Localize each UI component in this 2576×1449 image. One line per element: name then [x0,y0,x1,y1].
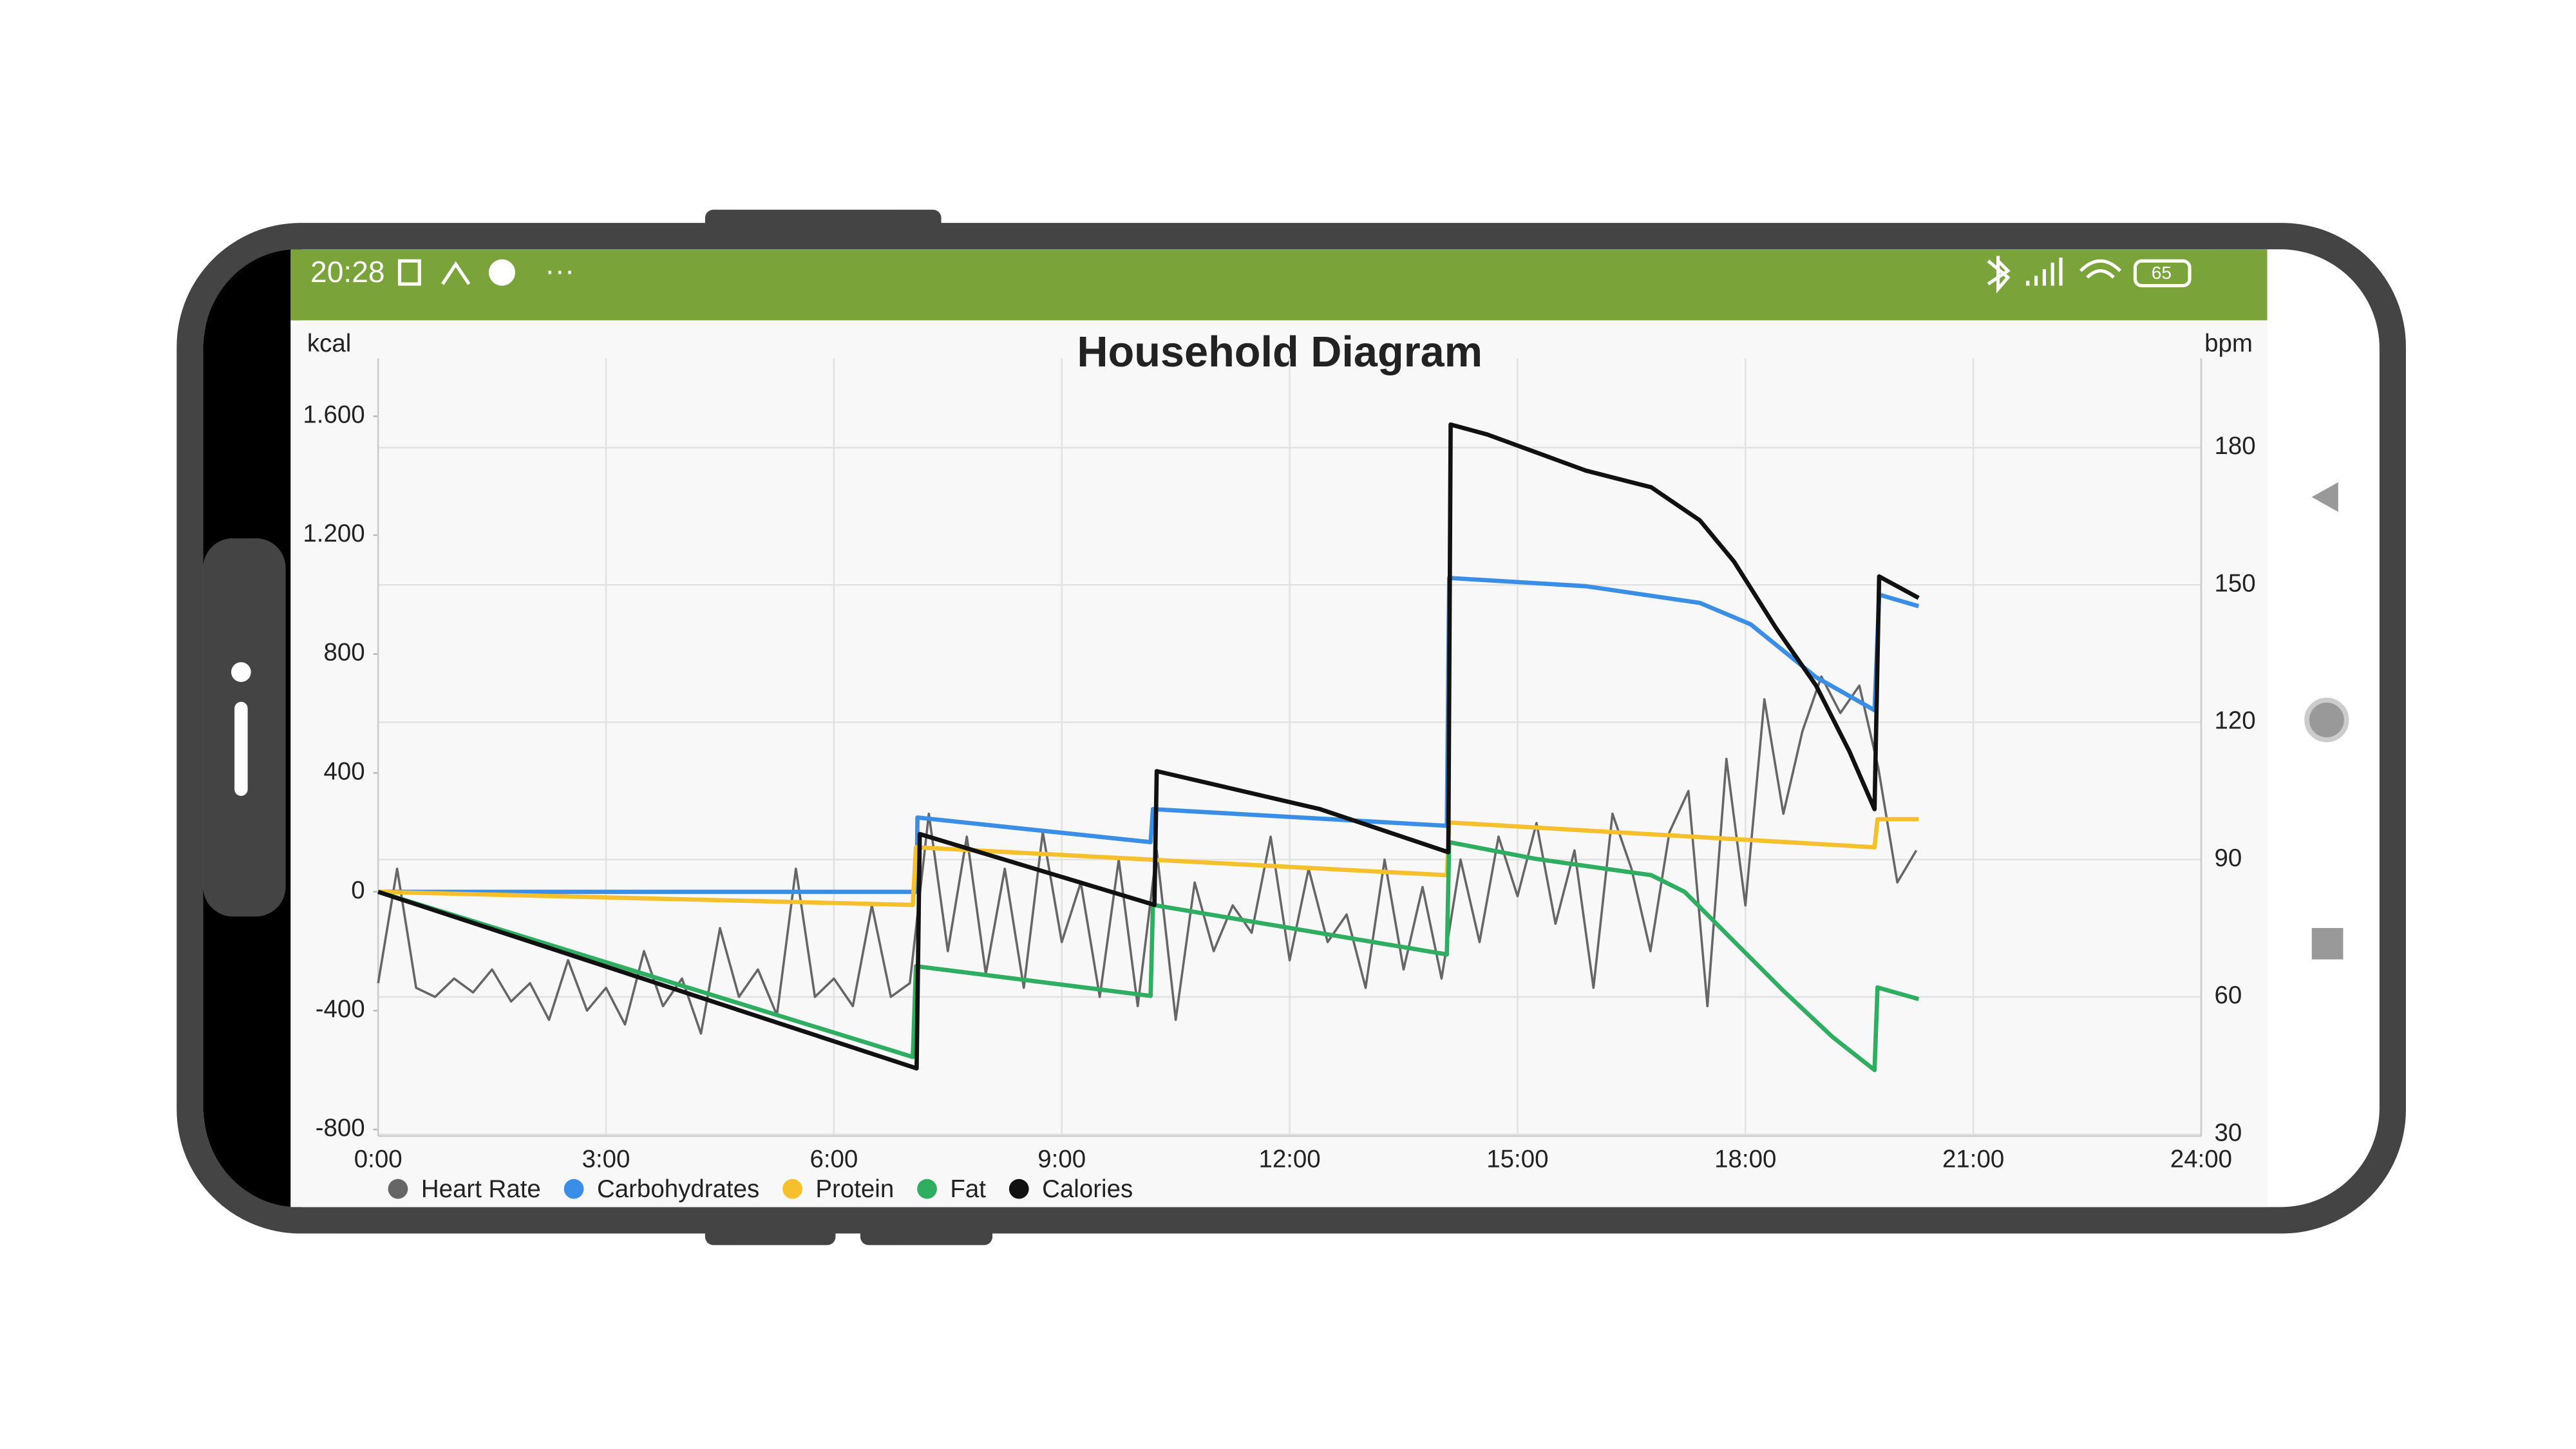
legend-label: Fat [950,1175,986,1203]
x-tick-label: 21:00 [1942,1146,2004,1173]
legend-label: Protein [815,1175,894,1203]
legend-marker [782,1179,802,1199]
y-tick-label: 1.600 [303,401,365,429]
chart-title: Household Diagram [1077,328,1482,376]
y2-tick-label: 150 [2214,569,2255,597]
chart-background [290,320,2268,1208]
legend-label: Carbohydrates [597,1175,759,1203]
x-tick-label: 6:00 [810,1146,858,1173]
x-tick-label: 18:00 [1714,1146,1776,1173]
x-tick-label: 15:00 [1486,1146,1548,1173]
y2-tick-label: 120 [2214,707,2255,735]
y-axis-label: kcal [307,330,351,357]
nav-recents[interactable] [2311,928,2344,960]
y-tick-label: 1.200 [303,520,365,547]
y-tick-label: 0 [351,876,365,904]
legend-label: Heart Rate [421,1175,541,1203]
sensor [234,701,248,796]
y2-tick-label: 30 [2214,1119,2242,1146]
camera [231,662,251,682]
x-tick-label: 3:00 [582,1146,630,1173]
x-tick-label: 24:00 [2170,1146,2232,1173]
series-line [377,422,1920,1071]
legend-marker [917,1179,937,1199]
x-tick-label: 9:00 [1037,1146,1086,1173]
series-line [378,576,1920,895]
nav-home[interactable] [2304,697,2349,743]
series-line [377,840,1920,1072]
y2-tick-label: 60 [2214,981,2242,1009]
y-tick-label: -400 [316,996,365,1023]
x-tick-label: 12:00 [1258,1146,1320,1173]
status-bar [290,249,2268,321]
legend-marker [388,1179,408,1199]
status-more: ··· [545,253,574,287]
y2-tick-label: 90 [2214,844,2242,872]
legend-marker [564,1179,584,1199]
legend-label: Calories [1042,1175,1133,1203]
status-icons [397,256,2192,294]
y2-axis-label: bpm [2204,330,2253,357]
x-tick-label: 0:00 [354,1146,402,1173]
series-line [377,675,1918,1035]
status-time: 20:28 [310,255,384,289]
legend-marker [1009,1179,1029,1199]
y2-tick-label: 180 [2214,432,2255,460]
y-tick-label: 800 [323,639,365,667]
y-tick-label: 400 [323,757,365,785]
nav-back[interactable] [2311,482,2338,512]
battery-level: 65 [2152,262,2172,283]
y-tick-label: -800 [316,1114,365,1142]
